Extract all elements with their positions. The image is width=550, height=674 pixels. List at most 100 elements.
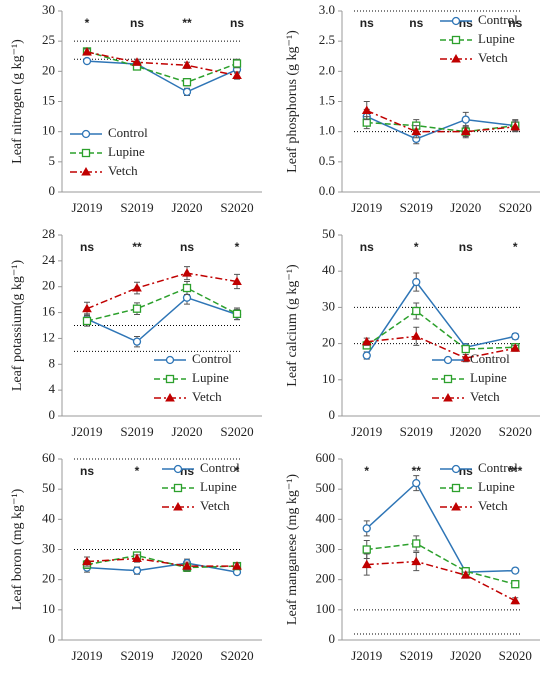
legend-label: Control (478, 460, 518, 475)
marker (461, 344, 470, 354)
y-tick-label: 10 (42, 601, 55, 616)
marker (362, 545, 371, 554)
x-tick-label: J2020 (450, 648, 481, 663)
marker (82, 56, 92, 66)
legend-label: Lupine (478, 479, 515, 494)
x-tick-label: J2019 (71, 424, 102, 439)
series-line (86, 562, 238, 573)
significance: ns (360, 240, 374, 254)
series-line (366, 310, 516, 350)
y-tick-label: 50 (322, 226, 335, 241)
x-tick-label: J2019 (351, 200, 382, 215)
legend-label: Control (470, 351, 510, 366)
legend-marker (81, 166, 91, 176)
series-line (86, 272, 238, 310)
series-line (366, 542, 516, 585)
marker (362, 118, 371, 127)
legend-marker (443, 392, 453, 402)
y-tick-label: 25 (42, 32, 55, 47)
marker (82, 316, 92, 326)
significance: ns (459, 240, 473, 254)
marker (412, 478, 421, 488)
marker (411, 126, 422, 136)
significance: * (414, 240, 419, 254)
x-tick-label: J2020 (171, 424, 202, 439)
marker (362, 351, 371, 360)
y-tick-label: 16 (42, 304, 56, 319)
marker (182, 268, 192, 277)
series-line (86, 557, 237, 567)
x-tick-label: J2019 (351, 424, 382, 439)
x-tick-label: S2020 (220, 200, 253, 215)
significance: * (364, 464, 369, 478)
marker (362, 524, 371, 533)
y-tick-label: 0.0 (319, 183, 335, 198)
series-line (86, 296, 238, 343)
legend-marker (165, 392, 175, 402)
x-tick-label: S2020 (220, 648, 253, 663)
x-tick-label: S2020 (499, 200, 532, 215)
significance: ns (180, 464, 194, 478)
x-tick-label: S2020 (499, 424, 532, 439)
marker (182, 87, 192, 96)
legend-label: Vetch (470, 389, 500, 404)
significance: ns (80, 464, 94, 478)
significance: ns (508, 16, 522, 30)
marker (510, 595, 521, 605)
y-tick-label: 28 (42, 226, 55, 241)
marker (182, 293, 192, 302)
x-tick-label: S2019 (120, 648, 153, 663)
x-tick-label: J2019 (351, 648, 382, 663)
legend-marker (451, 483, 461, 493)
marker (132, 337, 142, 346)
marker (232, 309, 242, 319)
x-tick-label: S2019 (400, 648, 433, 663)
x-tick-label: J2020 (450, 424, 481, 439)
legend-marker (443, 355, 453, 365)
significance: * (235, 240, 240, 254)
marker (132, 566, 142, 575)
marker (182, 78, 192, 87)
marker (511, 566, 520, 575)
y-tick-label: 10 (322, 371, 335, 386)
y-tick-label: 12 (42, 329, 55, 344)
marker (361, 105, 372, 115)
marker (511, 580, 520, 589)
y-tick-label: 5 (49, 153, 56, 168)
y-tick-label: 2.0 (319, 62, 335, 77)
significance: *** (508, 464, 522, 478)
marker (232, 561, 242, 570)
significance: ns (459, 464, 473, 478)
marker (361, 336, 372, 346)
y-tick-label: 8 (49, 355, 56, 370)
legend-label: Vetch (478, 50, 508, 65)
marker (511, 332, 520, 341)
y-tick-label: 20 (42, 571, 55, 586)
series-line (366, 121, 516, 133)
y-tick-label: 1.0 (319, 123, 335, 138)
y-tick-label: 50 (42, 480, 55, 495)
panel: 0 4 8 12 16 20 24 28 J2019 ns S2019 ** J2020 ns S2020 *… (10, 226, 262, 439)
marker (461, 115, 470, 124)
y-tick-label: 100 (316, 601, 336, 616)
x-tick-label: J2020 (171, 200, 202, 215)
panel: 0.0 0.5 1.0 1.5 2.0 2.5 3.0 J2019 ns S2019 ns J2020… (285, 2, 540, 215)
x-tick-label: S2020 (499, 648, 532, 663)
significance: * (513, 240, 518, 254)
marker (412, 306, 421, 316)
y-tick-label: 0 (49, 631, 56, 646)
x-tick-label: S2020 (220, 424, 253, 439)
legend-label: Control (108, 125, 148, 140)
marker (361, 559, 372, 569)
marker (182, 60, 192, 69)
y-tick-label: 200 (316, 571, 336, 586)
legend-label: Control (200, 460, 240, 475)
y-tick-label: 300 (316, 540, 336, 555)
y-axis-label: Leaf boron (mg kg⁻¹) (10, 488, 25, 610)
y-axis-label: Leaf calcium (g kg⁻¹) (285, 264, 300, 387)
significance: * (135, 464, 140, 478)
series-line (366, 560, 516, 602)
series-line (86, 60, 238, 93)
legend-marker (451, 16, 461, 26)
legend-label: Lupine (192, 370, 229, 385)
